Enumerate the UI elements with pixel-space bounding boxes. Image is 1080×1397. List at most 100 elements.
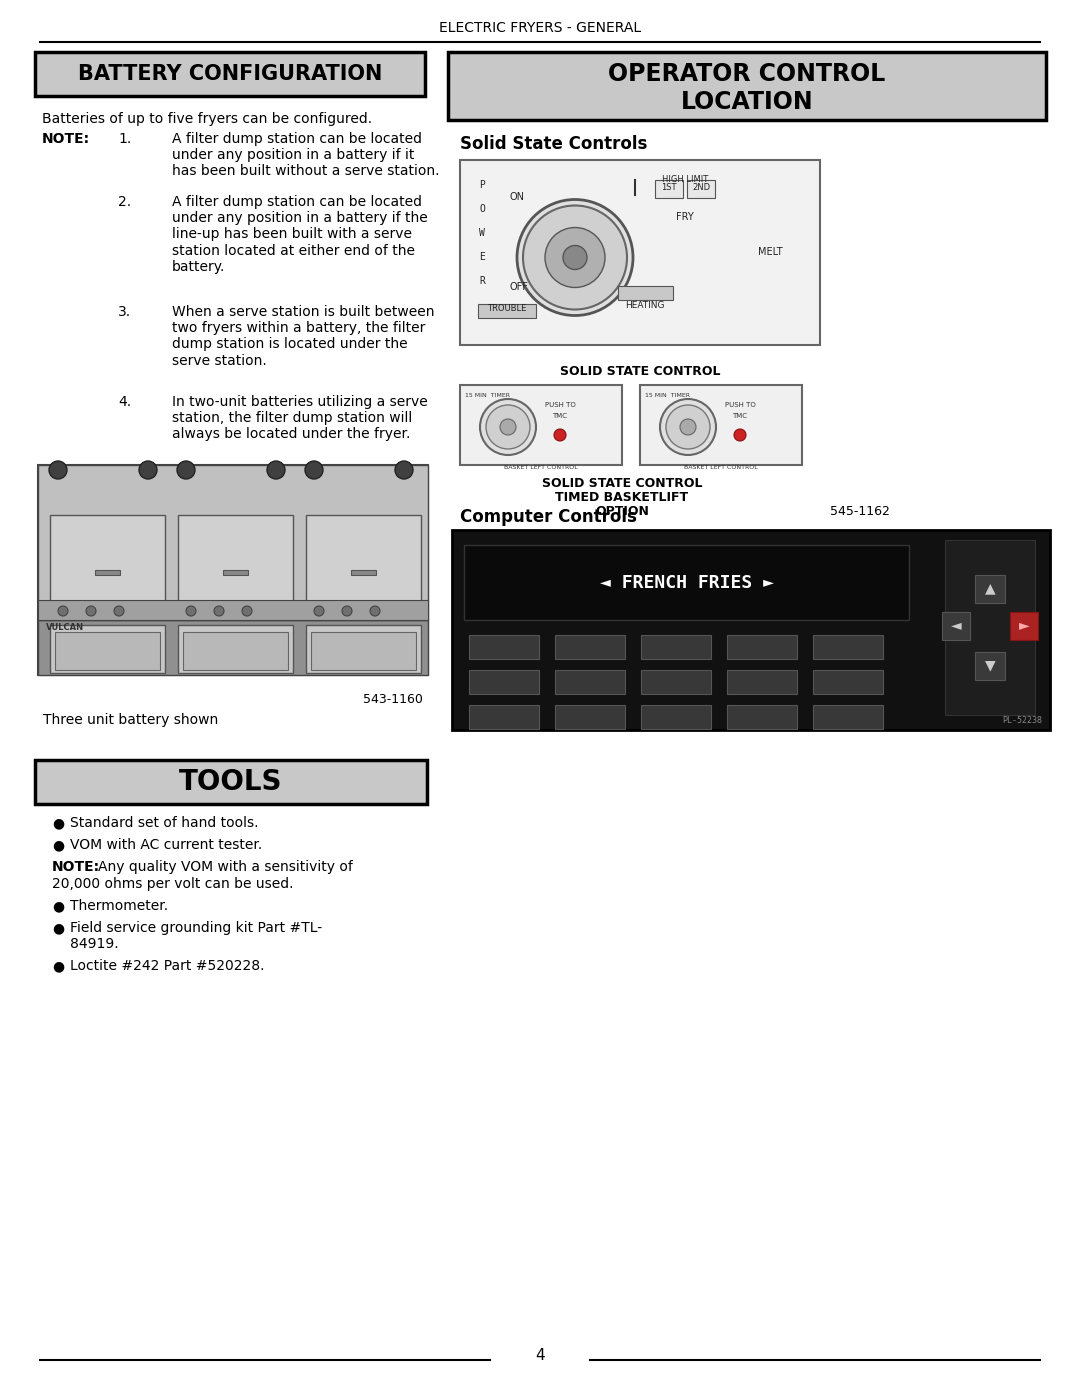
Text: Batteries of up to five fryers can be configured.: Batteries of up to five fryers can be co… <box>42 112 373 126</box>
Text: HEATING: HEATING <box>625 300 665 310</box>
Text: BASKET LEFT CONTROL: BASKET LEFT CONTROL <box>684 465 758 469</box>
Circle shape <box>500 419 516 434</box>
Text: NOTE:: NOTE: <box>52 861 100 875</box>
Bar <box>642 671 711 694</box>
Circle shape <box>267 461 285 479</box>
Circle shape <box>139 461 157 479</box>
Bar <box>555 636 625 659</box>
Text: A filter dump station can be located
under any position in a battery if it
has b: A filter dump station can be located und… <box>172 131 440 179</box>
Bar <box>727 705 797 729</box>
Bar <box>50 515 165 615</box>
Circle shape <box>680 419 696 434</box>
Text: TOOLS: TOOLS <box>179 768 283 796</box>
Circle shape <box>517 200 633 316</box>
Text: VOM with AC current tester.: VOM with AC current tester. <box>70 838 262 852</box>
Circle shape <box>58 606 68 616</box>
Text: ON: ON <box>510 191 525 203</box>
Bar <box>640 386 802 465</box>
Text: In two-unit batteries utilizing a serve
station, the filter dump station will
al: In two-unit batteries utilizing a serve … <box>172 395 428 441</box>
Bar <box>464 545 909 620</box>
Bar <box>975 651 1005 679</box>
Bar <box>35 760 427 805</box>
Bar <box>654 180 683 198</box>
Circle shape <box>342 606 352 616</box>
Bar <box>460 161 820 345</box>
Text: 2ND: 2ND <box>692 183 710 191</box>
Text: TMC: TMC <box>732 414 747 419</box>
Circle shape <box>563 246 588 270</box>
Bar <box>727 636 797 659</box>
Text: TIMED BASKETLIFT: TIMED BASKETLIFT <box>555 490 689 504</box>
Text: TMC: TMC <box>553 414 567 419</box>
Text: ●: ● <box>52 816 64 830</box>
Text: Loctite #242 Part #520228.: Loctite #242 Part #520228. <box>70 958 265 972</box>
Circle shape <box>666 405 710 448</box>
Bar <box>95 570 120 576</box>
Text: 545-1162: 545-1162 <box>831 504 890 518</box>
Circle shape <box>186 606 195 616</box>
Text: 15 MIN  TIMER: 15 MIN TIMER <box>645 393 690 398</box>
Text: 84919.: 84919. <box>70 937 119 951</box>
Circle shape <box>545 228 605 288</box>
Text: ●: ● <box>52 958 64 972</box>
Bar <box>306 624 421 673</box>
Text: Thermometer.: Thermometer. <box>70 900 168 914</box>
Text: ●: ● <box>52 921 64 935</box>
Bar <box>642 705 711 729</box>
Bar <box>183 631 288 671</box>
Bar <box>38 465 428 675</box>
Text: VULCAN: VULCAN <box>46 623 84 631</box>
Text: W: W <box>480 228 485 237</box>
Text: Standard set of hand tools.: Standard set of hand tools. <box>70 816 258 830</box>
Bar <box>306 515 421 615</box>
Text: P: P <box>480 180 485 190</box>
Bar <box>687 180 715 198</box>
Bar <box>618 286 673 300</box>
Bar <box>35 52 426 96</box>
Text: 20,000 ohms per volt can be used.: 20,000 ohms per volt can be used. <box>52 877 294 891</box>
Circle shape <box>486 405 530 448</box>
Circle shape <box>86 606 96 616</box>
Circle shape <box>523 205 627 310</box>
Text: 15 MIN  TIMER: 15 MIN TIMER <box>465 393 510 398</box>
Text: Computer Controls: Computer Controls <box>460 509 637 527</box>
Text: ◄: ◄ <box>950 619 961 633</box>
Text: ELECTRIC FRYERS - GENERAL: ELECTRIC FRYERS - GENERAL <box>438 21 642 35</box>
Text: SOLID STATE CONTROL: SOLID STATE CONTROL <box>559 365 720 379</box>
Text: TROUBLE: TROUBLE <box>487 305 527 313</box>
Text: O: O <box>480 204 485 214</box>
Text: 543-1160: 543-1160 <box>363 693 423 705</box>
Bar <box>727 671 797 694</box>
Bar <box>478 305 536 319</box>
Text: 4.: 4. <box>118 395 131 409</box>
Text: OFF: OFF <box>510 282 529 292</box>
Bar <box>813 671 883 694</box>
Bar <box>975 574 1005 602</box>
Text: Field service grounding kit Part #TL-: Field service grounding kit Part #TL- <box>70 921 322 935</box>
Text: HIGH LIMIT: HIGH LIMIT <box>662 175 708 184</box>
Text: PUSH TO: PUSH TO <box>725 402 755 408</box>
Circle shape <box>370 606 380 616</box>
Bar <box>469 671 539 694</box>
Text: ●: ● <box>52 900 64 914</box>
Text: 4: 4 <box>536 1348 544 1362</box>
Text: 3.: 3. <box>118 305 131 319</box>
Bar <box>178 624 293 673</box>
Bar <box>460 386 622 465</box>
Bar <box>50 624 165 673</box>
Bar <box>38 465 428 620</box>
Circle shape <box>314 606 324 616</box>
Bar <box>453 529 1050 731</box>
Bar <box>813 705 883 729</box>
Bar <box>555 705 625 729</box>
Text: BASKET LEFT CONTROL: BASKET LEFT CONTROL <box>504 465 578 469</box>
Text: PUSH TO: PUSH TO <box>544 402 576 408</box>
Bar <box>55 631 160 671</box>
Text: 1.: 1. <box>118 131 132 147</box>
Text: ▲: ▲ <box>985 581 996 595</box>
Bar <box>178 515 293 615</box>
Text: 1ST: 1ST <box>661 183 677 191</box>
Text: R: R <box>480 277 485 286</box>
Circle shape <box>242 606 252 616</box>
Circle shape <box>395 461 413 479</box>
